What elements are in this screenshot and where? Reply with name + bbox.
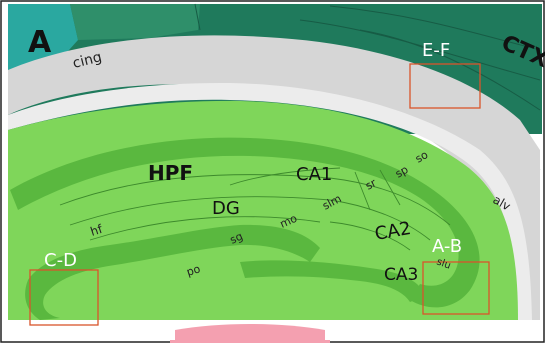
label-ca1: CA1 bbox=[296, 164, 332, 185]
label-box-ef: E-F bbox=[422, 40, 450, 61]
panel-letter: A bbox=[28, 25, 52, 60]
label-dg: DG bbox=[212, 198, 240, 219]
label-box-cd: C-D bbox=[44, 250, 77, 271]
label-box-ab: A-B bbox=[432, 236, 462, 257]
label-hpf: HPF bbox=[148, 161, 193, 185]
label-ca3: CA3 bbox=[384, 265, 418, 285]
